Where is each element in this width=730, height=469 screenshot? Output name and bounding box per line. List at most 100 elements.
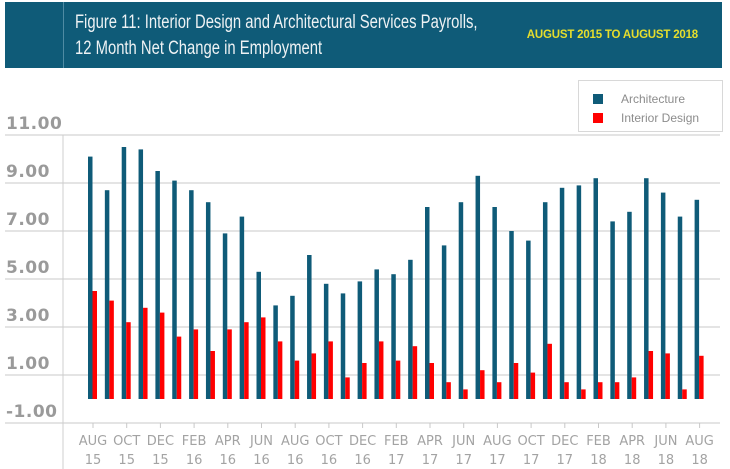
x-tick-label-month: AUG — [685, 434, 713, 449]
x-tick-label-year: 18 — [691, 453, 708, 468]
legend-item-architecture: Architecture — [593, 92, 685, 106]
bar-interior-design — [143, 307, 148, 399]
x-tick-label-year: 15 — [85, 453, 102, 468]
bar-architecture — [205, 202, 211, 399]
bar-interior-design — [513, 363, 519, 399]
x-tick-label-month: FEB — [384, 434, 409, 449]
bar-interior-design — [159, 312, 165, 399]
bar-interior-design — [547, 343, 552, 399]
bar-architecture — [559, 187, 565, 399]
bar-interior-design — [311, 353, 317, 399]
y-axis-ticks: 11.00 9.00 7.00 5.00 3.00 1.00 -1.00 — [6, 114, 62, 422]
x-tick-label-year: 17 — [455, 453, 472, 468]
bar-interior-design — [362, 363, 367, 399]
bar-architecture — [222, 233, 228, 399]
bar-interior-design — [631, 377, 637, 399]
bar-interior-design — [176, 336, 182, 399]
legend-swatch-interior-design — [593, 113, 603, 123]
x-tick-label-year: 17 — [388, 453, 405, 468]
bar-interior-design — [665, 353, 670, 399]
bar-architecture — [88, 156, 93, 399]
bar-interior-design — [378, 341, 384, 399]
bar-architecture — [492, 207, 497, 399]
y-tick-label: 7.00 — [6, 210, 50, 230]
bar-architecture — [677, 216, 683, 399]
x-tick-label-month: APR — [215, 434, 241, 449]
y-tick-label: 9.00 — [6, 162, 50, 182]
bar-architecture — [593, 178, 598, 399]
x-tick-label-year: 17 — [523, 453, 540, 468]
chart-title-line-1: Figure 11: Interior Design and Architect… — [75, 12, 478, 33]
x-tick-label-year: 15 — [152, 453, 169, 468]
bars — [88, 147, 704, 399]
x-tick-label-month: FEB — [182, 434, 207, 449]
bar-interior-design — [227, 329, 232, 399]
y-tick-label: 11.00 — [6, 114, 62, 134]
bar-architecture — [189, 190, 194, 399]
bar-interior-design — [328, 341, 333, 399]
bar-interior-design — [614, 382, 620, 399]
x-axis: AUG 15 OCT 15 DEC 15 FEB 16 APR 16 JUN 16 AUG 16 OCT 16… — [79, 423, 714, 468]
x-tick-label-year: 15 — [118, 453, 135, 468]
x-tick-label-year: 17 — [557, 453, 574, 468]
x-tick-label-year: 16 — [354, 453, 371, 468]
x-tick-label-month: DEC — [349, 434, 376, 449]
x-tick-label-year: 17 — [422, 453, 439, 468]
x-tick-label-month: OCT — [315, 434, 342, 449]
bar-architecture — [660, 192, 666, 399]
bar-interior-design — [463, 389, 468, 399]
bar-architecture — [694, 199, 700, 399]
bar-architecture — [610, 221, 615, 399]
bar-interior-design — [126, 322, 131, 399]
legend: Architecture Interior Design — [578, 80, 723, 132]
bar-architecture — [290, 295, 295, 399]
bar-architecture — [425, 207, 430, 399]
bar-interior-design — [682, 389, 687, 399]
x-tick-label-month: OCT — [113, 434, 140, 449]
bar-interior-design — [294, 360, 300, 399]
bar-architecture — [256, 271, 261, 399]
bar-architecture — [644, 178, 649, 399]
x-tick-label-year: 16 — [220, 453, 237, 468]
bar-interior-design — [530, 372, 536, 399]
bar-interior-design — [581, 389, 586, 399]
bar-interior-design — [648, 351, 654, 399]
bar-architecture — [374, 269, 379, 399]
bar-architecture — [273, 305, 278, 399]
bar-architecture — [458, 202, 464, 399]
bar-interior-design — [210, 351, 215, 399]
bar-interior-design — [429, 363, 434, 399]
bar-interior-design — [564, 382, 569, 399]
x-tick-label-month: FEB — [586, 434, 611, 449]
x-tick-label-year: 18 — [658, 453, 675, 468]
bar-architecture — [408, 259, 413, 399]
bar-architecture — [323, 283, 329, 399]
bar-architecture — [576, 185, 582, 399]
y-tick-label: 1.00 — [6, 354, 50, 374]
y-tick-label: -1.00 — [6, 402, 58, 422]
bar-interior-design — [598, 382, 603, 399]
bar-interior-design — [412, 346, 418, 399]
bar-interior-design — [345, 377, 350, 399]
bar-interior-design — [277, 341, 283, 399]
chart-title: Figure 11: Interior Design and Architect… — [75, 10, 478, 62]
bar-interior-design — [395, 360, 401, 399]
bar-interior-design — [699, 355, 704, 399]
bar-interior-design — [261, 317, 266, 399]
bar-interior-design — [446, 382, 451, 399]
x-tick-label-month: AUG — [483, 434, 511, 449]
x-tick-label-month: JUN — [249, 434, 273, 449]
x-tick-label-month: OCT — [517, 434, 544, 449]
x-tick-label-month: JUN — [653, 434, 677, 449]
bar-interior-design — [109, 300, 114, 399]
bar-architecture — [475, 175, 481, 399]
legend-label-architecture: Architecture — [621, 92, 686, 106]
bar-architecture — [526, 240, 531, 399]
bar-architecture — [542, 202, 548, 399]
x-tick-label-year: 16 — [287, 453, 304, 468]
bar-architecture — [239, 216, 245, 399]
header-divider — [63, 2, 64, 68]
bar-architecture — [509, 231, 514, 399]
bar-interior-design — [496, 382, 502, 399]
